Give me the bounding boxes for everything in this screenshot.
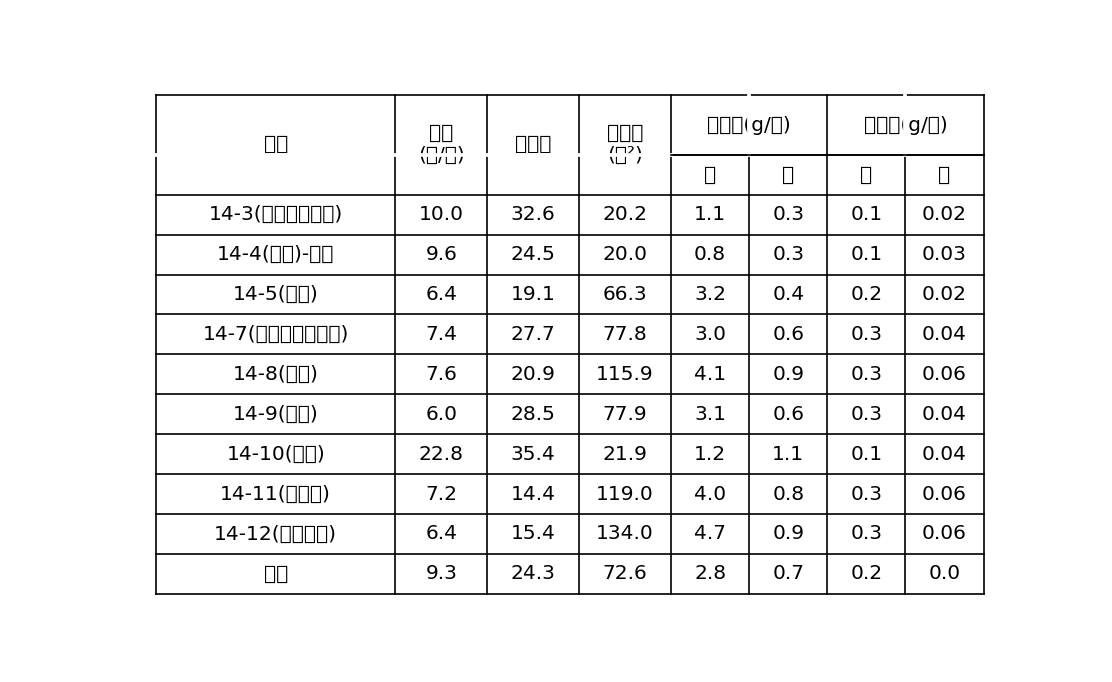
Text: 119.0: 119.0 [596,485,654,503]
Text: 6.4: 6.4 [425,524,457,544]
Text: 1.2: 1.2 [694,445,726,464]
Text: 0.9: 0.9 [772,524,804,544]
Text: 20.0: 20.0 [603,245,647,264]
Text: 2.8: 2.8 [694,565,726,583]
Text: 22.8: 22.8 [419,445,464,464]
Text: 0.06: 0.06 [922,524,967,544]
Text: 9.3: 9.3 [425,565,457,583]
Text: 4.7: 4.7 [694,524,726,544]
Text: 14-9(菜九): 14-9(菜九) [232,404,319,424]
Text: 3.2: 3.2 [694,285,726,304]
Text: 24.5: 24.5 [510,245,556,264]
Text: 4.0: 4.0 [694,485,726,503]
Text: 0.02: 0.02 [922,285,967,304]
Text: 번호: 번호 [264,135,288,154]
Text: 20.2: 20.2 [603,205,647,224]
Text: 0.1: 0.1 [851,245,883,264]
Text: 0.04: 0.04 [922,404,967,424]
Text: 20.9: 20.9 [510,365,556,384]
Text: 32.6: 32.6 [510,205,556,224]
Text: 1.1: 1.1 [772,445,804,464]
Text: 0.2: 0.2 [851,285,883,304]
Text: 0.1: 0.1 [851,205,883,224]
Text: 0.3: 0.3 [851,404,882,424]
Text: 15.4: 15.4 [510,524,556,544]
Text: 14-7(汶堡咖啡香表菜): 14-7(汶堡咖啡香表菜) [202,325,349,344]
Text: 27.7: 27.7 [510,325,556,344]
Text: 0.6: 0.6 [772,404,804,424]
Text: 21.9: 21.9 [603,445,647,464]
Text: 66.3: 66.3 [603,285,647,304]
Text: 24.3: 24.3 [510,565,556,583]
Text: 10.0: 10.0 [419,205,464,224]
Text: 134.0: 134.0 [596,524,654,544]
Text: 14-10(菜十): 14-10(菜十) [227,445,325,464]
Text: 9.6: 9.6 [425,245,457,264]
Text: 상: 상 [861,166,873,185]
Text: 0.9: 0.9 [772,365,804,384]
Text: 0.04: 0.04 [922,325,967,344]
Text: 건물중(g/주): 건물중(g/주) [864,116,947,134]
Text: 0.02: 0.02 [922,205,967,224]
Text: 7.6: 7.6 [425,365,457,384]
Text: 14.4: 14.4 [510,485,556,503]
Text: 엽면적
(㎝²): 엽면적 (㎝²) [607,124,643,165]
Text: 28.5: 28.5 [510,404,556,424]
Text: 0.8: 0.8 [772,485,804,503]
Text: 0.06: 0.06 [922,485,967,503]
Text: 0.2: 0.2 [851,565,883,583]
Text: 0.04: 0.04 [922,445,967,464]
Text: 14-8(菜八): 14-8(菜八) [232,365,319,384]
Text: 0.3: 0.3 [772,245,804,264]
Text: 하: 하 [782,166,794,185]
Text: 엽록소: 엽록소 [515,135,552,154]
Text: 0.3: 0.3 [851,325,882,344]
Text: 0.4: 0.4 [772,285,804,304]
Text: 0.3: 0.3 [772,205,804,224]
Text: 0.7: 0.7 [772,565,804,583]
Text: 35.4: 35.4 [510,445,556,464]
Text: 0.8: 0.8 [694,245,726,264]
Text: 14-4(齊菜)-냉이: 14-4(齊菜)-냉이 [217,245,335,264]
Text: 평균: 평균 [264,565,288,583]
Text: 0.0: 0.0 [929,565,961,583]
Text: 14-12(皇家紅秀): 14-12(皇家紅秀) [215,524,337,544]
Text: 하: 하 [939,166,951,185]
Text: 0.06: 0.06 [922,365,967,384]
Text: 4.1: 4.1 [694,365,726,384]
Text: 115.9: 115.9 [596,365,654,384]
Text: 0.3: 0.3 [851,365,882,384]
Text: 6.4: 6.4 [425,285,457,304]
Text: 77.8: 77.8 [603,325,647,344]
Text: 1.1: 1.1 [694,205,726,224]
Text: 0.3: 0.3 [851,524,882,544]
Text: 77.9: 77.9 [603,404,647,424]
Text: 7.4: 7.4 [425,325,457,344]
Text: 생체중(g/주): 생체중(g/주) [707,116,791,134]
Text: 72.6: 72.6 [603,565,647,583]
Text: 0.3: 0.3 [851,485,882,503]
Text: 14-11(菜十一): 14-11(菜十一) [220,485,331,503]
Text: 3.0: 3.0 [694,325,726,344]
Text: 14-5(菜五): 14-5(菜五) [232,285,319,304]
Text: 7.2: 7.2 [425,485,457,503]
Text: 3.1: 3.1 [694,404,726,424]
Text: 6.0: 6.0 [425,404,457,424]
Text: 상: 상 [704,166,716,185]
Text: 14-3(특선대엽형개): 14-3(특선대엽형개) [209,205,342,224]
Text: 0.6: 0.6 [772,325,804,344]
Text: 0.1: 0.1 [851,445,883,464]
Text: 0.03: 0.03 [922,245,967,264]
Text: 엽수
(매/주): 엽수 (매/주) [418,124,465,165]
Text: 19.1: 19.1 [510,285,556,304]
